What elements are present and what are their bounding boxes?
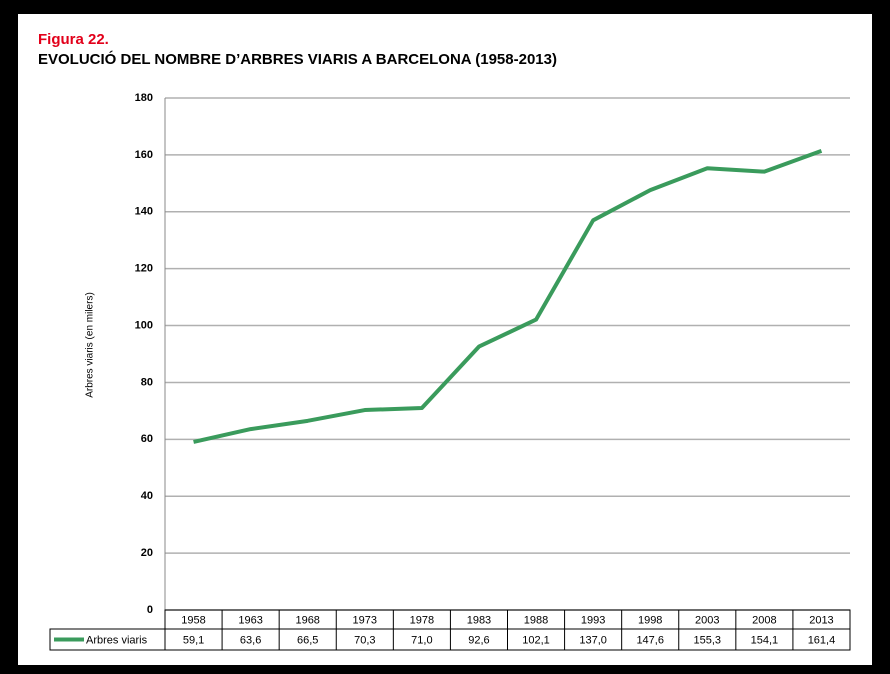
table-value: 154,1 (751, 634, 779, 646)
y-tick-label: 160 (135, 149, 153, 161)
table-value: 63,6 (240, 634, 261, 646)
table-value: 66,5 (297, 634, 318, 646)
y-tick-label: 80 (141, 376, 153, 388)
y-tick-label: 20 (141, 547, 153, 559)
table-value: 70,3 (354, 634, 375, 646)
x-tick-label: 1973 (353, 614, 377, 626)
table-value: 92,6 (468, 634, 489, 646)
y-tick-label: 40 (141, 490, 153, 502)
y-tick-label: 180 (135, 92, 153, 104)
table-value: 71,0 (411, 634, 432, 646)
x-tick-label: 2013 (809, 614, 833, 626)
y-tick-label: 100 (135, 319, 153, 331)
table-value: 59,1 (183, 634, 204, 646)
x-tick-label: 1998 (638, 614, 662, 626)
x-tick-label: 1963 (238, 614, 262, 626)
table-value: 147,6 (636, 634, 664, 646)
x-tick-label: 1978 (410, 614, 434, 626)
table-value: 161,4 (808, 634, 836, 646)
y-tick-label: 140 (135, 206, 153, 218)
figure-label: Figura 22. (38, 31, 109, 48)
y-tick-label: 60 (141, 433, 153, 445)
y-tick-label: 0 (147, 604, 153, 616)
x-tick-label: 2003 (695, 614, 719, 626)
table-value: 102,1 (522, 634, 550, 646)
y-axis-label: Arbres viaris (en milers) (85, 292, 96, 398)
table-value: 137,0 (579, 634, 607, 646)
y-tick-label: 120 (135, 263, 153, 275)
legend-label: Arbres viaris (86, 634, 148, 646)
x-tick-label: 1983 (467, 614, 491, 626)
line-series (193, 149, 823, 444)
chart-title: EVOLUCIÓ DEL NOMBRE D’ARBRES VIARIS A BA… (38, 50, 557, 68)
x-tick-label: 1958 (181, 614, 205, 626)
x-tick-label: 2008 (752, 614, 776, 626)
panel (18, 14, 872, 665)
x-tick-label: 1988 (524, 614, 548, 626)
x-tick-label: 1968 (295, 614, 319, 626)
table-value: 155,3 (694, 634, 722, 646)
x-tick-label: 1993 (581, 614, 605, 626)
